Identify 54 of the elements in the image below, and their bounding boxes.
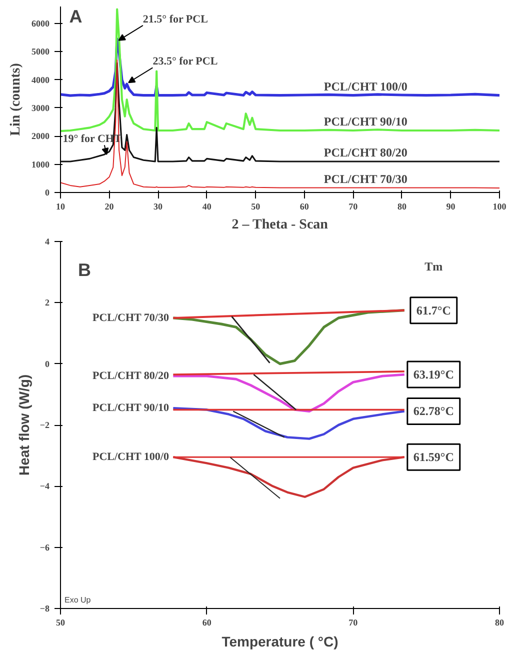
y-tick-label: 0 [45,188,50,198]
x-tick-label: 90 [446,202,456,212]
x-tick-label: 80 [397,202,407,212]
line-series [172,407,406,440]
series-label: PCL/CHT 90/10 [324,114,408,128]
y-tick-label: 2000 [32,131,50,142]
y-tick-label: 0 [45,358,50,369]
text: B [78,260,92,280]
annotation: 63.19°C [413,368,454,382]
line-series [172,373,406,412]
x-axis-title: 2 – Theta - Scan [232,218,328,232]
y-tick-label: −8 [40,604,50,614]
y-tick-label: 6000 [32,18,50,28]
chart-title: A [69,6,82,26]
y-tick-label: 4 [45,236,50,246]
y-tick-label: −4 [40,481,50,492]
y-tick-label: 2 [45,298,50,308]
line-series [60,8,500,132]
x-tick-label: 50 [56,618,66,628]
annotation: Tm [424,260,443,274]
x-tick-label: 60 [202,618,212,628]
x-tick-label: 70 [348,202,358,212]
annotation: 61.7°C [416,303,451,318]
annotation: 21.5° for PCL [142,13,208,26]
series-label: PCL/CHT 70/30 [92,312,170,324]
annotation: 62.78°C [413,404,454,418]
series-label: PCL/CHT 90/10 [92,402,170,414]
x-tick-label: 20 [104,202,114,212]
y-tick-label: −2 [40,420,50,430]
annotation: 61.59°C [413,450,454,464]
x-tick-label: 10 [56,202,66,212]
y-tick-label: 3000 [32,102,50,113]
series-label: PCL/CHT 70/30 [324,172,408,186]
x-tick-label: 30 [154,202,164,212]
y-tick-label: 4000 [32,74,50,85]
annotation: Exo Up [64,596,92,604]
line-series [172,456,406,498]
x-tick-label: 60 [300,202,310,212]
series-label: PCL/CHT 80/20 [324,146,408,160]
y-axis-title: Lin (counts) [8,62,24,136]
annotation: 23.5° for PCL [152,56,218,68]
y-axis-title: Heat flow (W/g) [16,374,32,476]
x-tick-label: 80 [495,618,504,628]
series-label: PCL/CHT 100/0 [324,79,408,94]
series-label: PCL/CHT 100/0 [92,451,170,464]
y-tick-label: 1000 [32,159,50,170]
x-tick-label: 100 [492,202,507,212]
x-tick-label: 50 [251,202,261,212]
y-tick-label: −6 [40,542,50,552]
x-tick-label: 40 [202,202,212,212]
x-tick-label: 70 [348,618,358,628]
x-axis-title: Temperature ( °C) [222,634,338,650]
series-label: PCL/CHT 80/20 [92,370,170,382]
y-tick-label: 5000 [32,46,50,57]
